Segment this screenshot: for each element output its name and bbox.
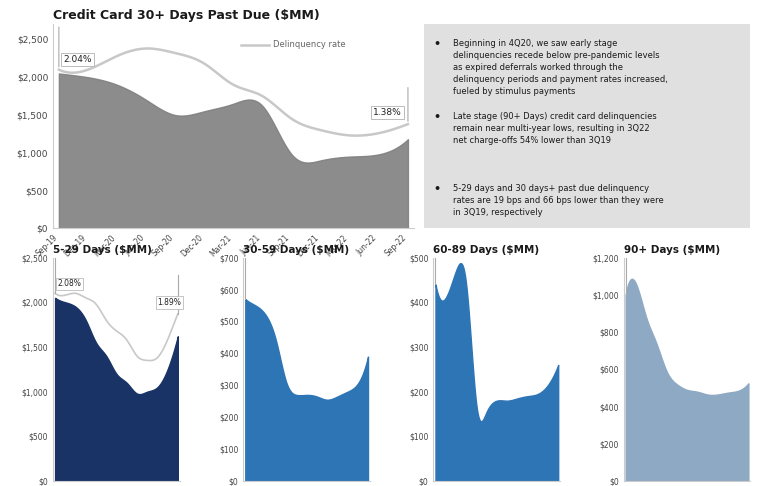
- Text: 1.38%: 1.38%: [373, 108, 402, 117]
- Text: •: •: [434, 112, 441, 122]
- Text: 60-89 Days ($MM): 60-89 Days ($MM): [434, 245, 540, 256]
- Text: Beginning in 4Q20, we saw early stage
delinquencies recede below pre-pandemic le: Beginning in 4Q20, we saw early stage de…: [453, 38, 669, 96]
- Text: 2.08%: 2.08%: [57, 279, 81, 288]
- Text: •: •: [434, 38, 441, 49]
- Text: 1.89%: 1.89%: [158, 298, 181, 307]
- Text: 2.04%: 2.04%: [63, 55, 92, 64]
- Text: 30-59 Days ($MM): 30-59 Days ($MM): [243, 245, 349, 256]
- Text: Late stage (90+ Days) credit card delinquencies
remain near multi-year lows, res: Late stage (90+ Days) credit card delinq…: [453, 112, 657, 145]
- Text: Delinquency rate: Delinquency rate: [273, 40, 346, 49]
- Text: 5-29 days and 30 days+ past due delinquency
rates are 19 bps and 66 bps lower th: 5-29 days and 30 days+ past due delinque…: [453, 184, 664, 217]
- Text: •: •: [434, 184, 441, 193]
- Text: 90+ Days ($MM): 90+ Days ($MM): [624, 245, 720, 256]
- Text: Credit Card 30+ Days Past Due ($MM): Credit Card 30+ Days Past Due ($MM): [53, 9, 320, 22]
- Text: 5-29 Days ($MM): 5-29 Days ($MM): [53, 245, 152, 256]
